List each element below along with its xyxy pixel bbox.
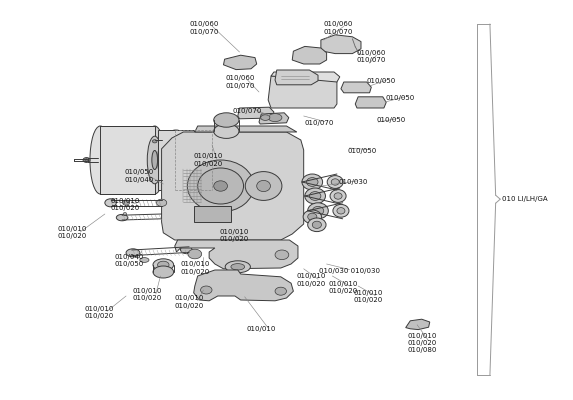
Ellipse shape <box>309 192 321 200</box>
Ellipse shape <box>261 115 270 120</box>
Polygon shape <box>100 126 155 194</box>
Text: 010/010
010/020: 010/010 010/020 <box>111 198 140 212</box>
Ellipse shape <box>275 250 289 260</box>
Ellipse shape <box>147 136 162 184</box>
Ellipse shape <box>123 212 127 216</box>
Text: 010 LI/LH/GA: 010 LI/LH/GA <box>502 196 548 202</box>
Text: 010/060
010/070: 010/060 010/070 <box>324 21 353 35</box>
Ellipse shape <box>83 158 90 162</box>
Text: 010/030 010/030: 010/030 010/030 <box>319 268 379 274</box>
Bar <box>194 206 231 222</box>
Ellipse shape <box>337 208 345 214</box>
Ellipse shape <box>331 179 339 185</box>
Text: 010/070: 010/070 <box>305 120 334 126</box>
Text: 010/010
010/020: 010/010 010/020 <box>84 306 113 320</box>
Ellipse shape <box>156 199 167 206</box>
Ellipse shape <box>152 150 158 170</box>
Ellipse shape <box>123 200 129 205</box>
Text: 010/010
010/020: 010/010 010/020 <box>175 295 204 309</box>
Ellipse shape <box>308 213 317 220</box>
Text: 010/010
010/020: 010/010 010/020 <box>354 290 383 304</box>
Text: 010/010
010/020: 010/010 010/020 <box>328 280 358 294</box>
Text: 010/070: 010/070 <box>232 108 261 114</box>
Ellipse shape <box>201 286 212 294</box>
Text: 010/010
010/020: 010/010 010/020 <box>219 228 249 242</box>
Text: 010/040
010/050: 010/040 010/050 <box>115 254 144 268</box>
Ellipse shape <box>312 221 321 228</box>
Ellipse shape <box>187 160 254 212</box>
Text: 010/050: 010/050 <box>376 117 406 123</box>
Ellipse shape <box>198 168 244 204</box>
Text: 010/050: 010/050 <box>348 148 377 154</box>
Ellipse shape <box>214 113 239 127</box>
Text: 010/010
010/020: 010/010 010/020 <box>296 273 325 287</box>
Text: 010/060
010/070: 010/060 010/070 <box>356 50 386 64</box>
Ellipse shape <box>163 138 189 182</box>
Ellipse shape <box>158 130 194 190</box>
Polygon shape <box>175 240 298 269</box>
Ellipse shape <box>327 176 343 188</box>
Text: 010/010
010/020: 010/010 010/020 <box>194 153 223 167</box>
Ellipse shape <box>275 287 286 295</box>
Ellipse shape <box>308 218 326 232</box>
Text: 010/050
010/040: 010/050 010/040 <box>125 169 154 183</box>
Polygon shape <box>321 35 361 54</box>
Polygon shape <box>158 130 194 190</box>
Ellipse shape <box>171 152 180 168</box>
Text: 010/030: 010/030 <box>338 179 367 185</box>
Ellipse shape <box>231 264 245 270</box>
Ellipse shape <box>158 261 169 268</box>
Ellipse shape <box>302 174 323 190</box>
Ellipse shape <box>214 181 227 191</box>
Ellipse shape <box>214 124 239 138</box>
Polygon shape <box>292 46 327 64</box>
Ellipse shape <box>305 188 325 204</box>
Ellipse shape <box>312 206 324 215</box>
Ellipse shape <box>105 199 116 207</box>
Ellipse shape <box>334 193 342 199</box>
Ellipse shape <box>90 126 111 194</box>
Polygon shape <box>223 55 257 70</box>
Ellipse shape <box>257 180 270 192</box>
Ellipse shape <box>307 178 318 186</box>
Polygon shape <box>238 107 274 119</box>
Ellipse shape <box>144 126 165 194</box>
Ellipse shape <box>126 249 140 257</box>
Ellipse shape <box>333 204 349 217</box>
Ellipse shape <box>153 266 174 278</box>
Text: 010/060
010/070: 010/060 010/070 <box>189 21 218 35</box>
Polygon shape <box>406 319 430 330</box>
Polygon shape <box>162 132 304 240</box>
Text: 010/010
010/020
010/080: 010/010 010/020 010/080 <box>408 333 437 354</box>
Polygon shape <box>259 113 289 124</box>
Polygon shape <box>195 126 297 132</box>
Ellipse shape <box>140 258 149 262</box>
Ellipse shape <box>225 261 250 273</box>
Ellipse shape <box>308 203 328 219</box>
Text: 010/010
010/020: 010/010 010/020 <box>133 288 162 302</box>
Polygon shape <box>275 70 318 85</box>
Text: 010/060
010/070: 010/060 010/070 <box>225 75 254 89</box>
Ellipse shape <box>180 246 192 254</box>
Ellipse shape <box>303 210 321 224</box>
Ellipse shape <box>188 249 202 259</box>
Polygon shape <box>355 97 386 108</box>
Text: 010/010
010/020: 010/010 010/020 <box>180 261 210 275</box>
Ellipse shape <box>152 140 157 143</box>
Ellipse shape <box>85 159 88 161</box>
Polygon shape <box>341 82 371 93</box>
Polygon shape <box>194 270 293 301</box>
Polygon shape <box>268 76 337 108</box>
Ellipse shape <box>116 214 128 221</box>
Polygon shape <box>271 72 340 82</box>
Text: 010/050: 010/050 <box>367 78 396 84</box>
Text: 010/050: 010/050 <box>385 95 414 101</box>
Ellipse shape <box>153 259 174 271</box>
Text: 010/010
010/020: 010/010 010/020 <box>57 226 87 240</box>
Ellipse shape <box>330 190 346 202</box>
Text: 010/010: 010/010 <box>246 326 276 332</box>
Ellipse shape <box>245 172 282 200</box>
Ellipse shape <box>268 114 282 122</box>
